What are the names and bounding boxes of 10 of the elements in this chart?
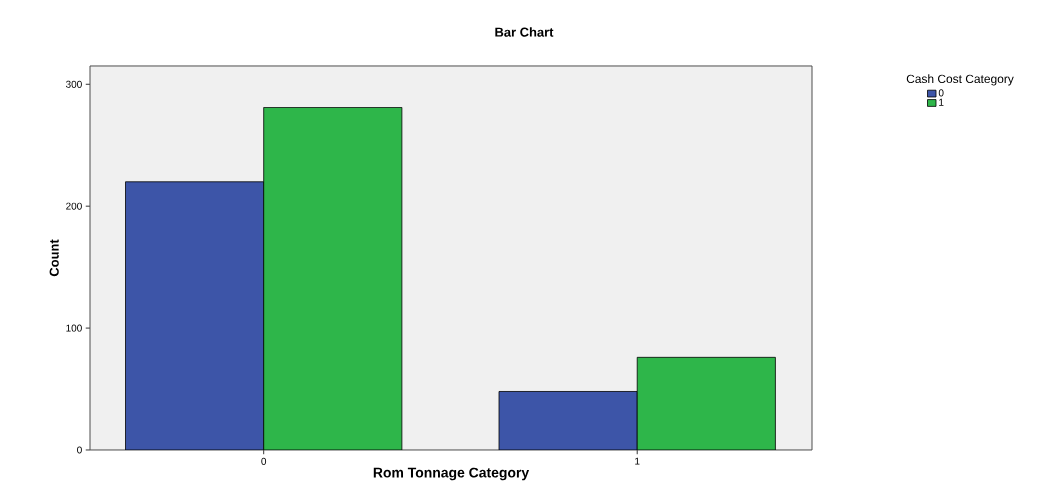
chart-title: Bar Chart <box>495 27 554 37</box>
legend-label: 1 <box>939 98 944 106</box>
legend-label: 0 <box>938 89 944 97</box>
y-tick-label: 100 <box>66 324 82 332</box>
y-tick-label: 0 <box>77 446 82 454</box>
x-axis-title: Rom Tonnage Category <box>373 467 530 481</box>
y-axis-title: Count <box>49 239 59 277</box>
y-tick-label: 200 <box>66 202 82 210</box>
legend-title: Cash Cost Category <box>906 74 1014 86</box>
y-tick-label: 300 <box>65 80 82 88</box>
